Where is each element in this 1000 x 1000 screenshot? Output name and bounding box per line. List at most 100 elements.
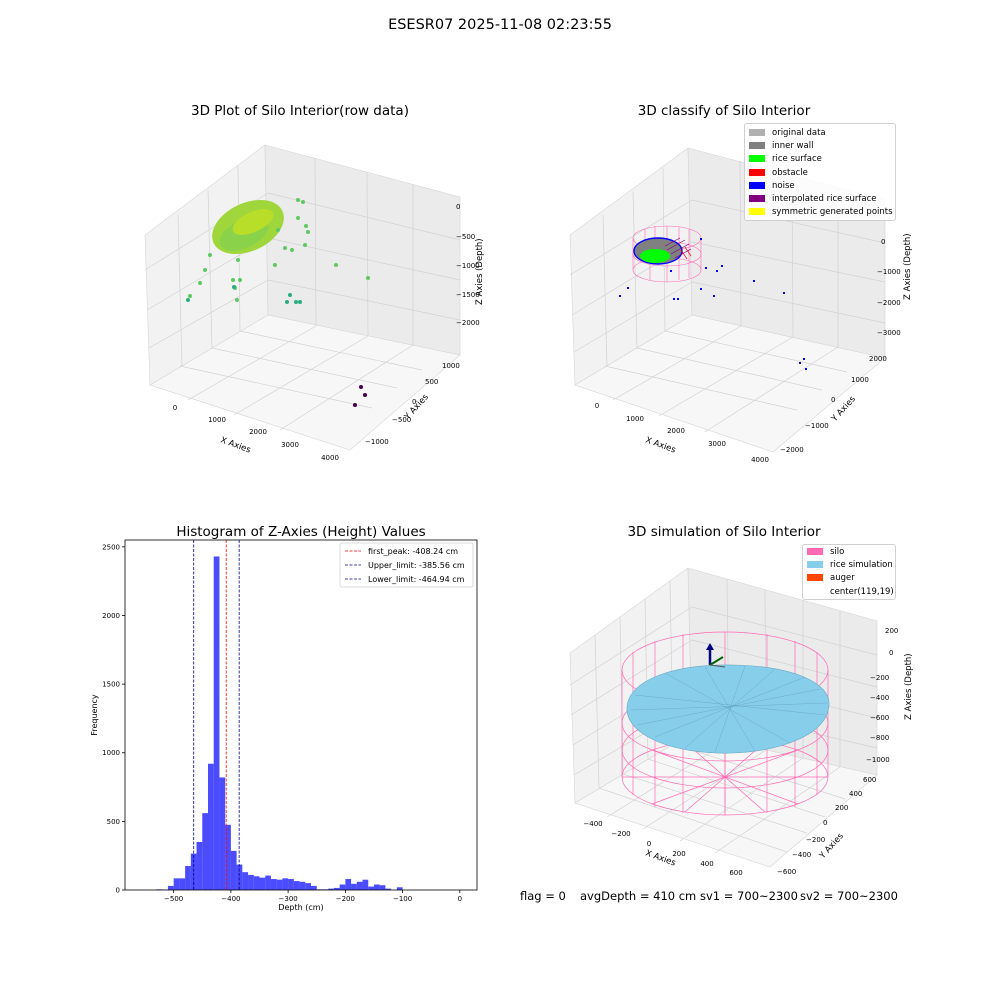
legend-swatch [749, 142, 765, 150]
histogram-bar [202, 813, 208, 890]
histogram-bar [248, 874, 254, 890]
panel2-title: 3D classify of Silo Interior [637, 103, 811, 119]
histogram-bar [299, 881, 306, 890]
status-bar: flag = 0 avgDepth = 410 cm sv1 = 700~230… [0, 889, 1000, 909]
panel2-y-tick: −2000 [780, 446, 804, 454]
panel1-y-tick: −500 [392, 416, 411, 424]
histogram-bar [230, 850, 237, 890]
panel2-x-tick: 4000 [751, 456, 769, 464]
legend-label-upper: Upper_limit: -385.56 cm [368, 561, 465, 570]
histogram-bar [265, 875, 271, 890]
panel4-tick-labels: −400 −200 0 200 400 600 −600 −400 −200 0… [583, 627, 898, 877]
panel1-x-tick: 3000 [281, 441, 299, 449]
panel2-x-tick: 0 [595, 402, 599, 410]
histogram-y-label: Frequency [90, 694, 99, 736]
panel4-z-tick: −400 [870, 694, 889, 702]
panel1-y-tick: 0 [412, 398, 416, 406]
histogram-bar [373, 884, 380, 890]
panel4-y-tick: −400 [792, 851, 811, 859]
histogram-x-ticks: −500 −400 −300 −200 −100 0 [164, 890, 462, 903]
panel4-3d-plot: −400 −200 0 200 400 600 −600 −400 −200 0… [569, 567, 914, 877]
panel1-z-tick: 0 [456, 203, 460, 211]
panel2-z-tick: −2000 [877, 299, 901, 307]
panel4-y-tick: 0 [823, 819, 827, 827]
histogram-bar [356, 881, 363, 890]
legend-swatch [807, 574, 823, 582]
histogram-y-tick-label: 1000 [102, 749, 120, 757]
panel4-z-tick: −800 [870, 734, 889, 742]
panel4-z-label: Z Axies (Depth) [904, 653, 914, 720]
panel2-floor-pane [574, 314, 886, 453]
legend-item-symmetric: symmetric generated points [749, 206, 893, 219]
legend-label: rice surface [772, 154, 822, 165]
panel4-z-tick: −1000 [866, 756, 890, 764]
panel1-z-tick: −1000 [456, 262, 480, 270]
histogram-x-tick-label: 0 [458, 895, 462, 903]
panel4-legend-items: silo rice simulation auger center(119,19… [807, 546, 894, 599]
panel1-floor-pane [149, 314, 461, 451]
legend-swatch [807, 548, 823, 555]
legend-label: silo [830, 547, 845, 557]
panel1-y-tick: 500 [425, 378, 438, 386]
legend-item-center: center(119,19) [807, 586, 894, 599]
histogram-bar [305, 883, 312, 890]
histogram-x-tick-label: −400 [221, 895, 240, 903]
legend-item-noise: noise [749, 180, 893, 193]
histogram-bar [345, 879, 352, 890]
panel2-legend-items: original data inner wall rice surface ob… [749, 127, 893, 219]
legend-item-auger: auger [807, 572, 894, 585]
panel2-y-tick: −1000 [805, 422, 829, 430]
panel4-legend: silo rice simulation auger center(119,19… [802, 544, 896, 600]
panel4-rice-simulation [626, 664, 830, 754]
legend-item-obstacle: obstacle [749, 167, 893, 180]
panel4-z-tick: 200 [885, 627, 898, 635]
histogram-y-tick-label: 2500 [102, 543, 120, 551]
histogram-bar [196, 841, 203, 890]
histogram-bar [328, 888, 334, 890]
histogram-x-tick-label: −100 [393, 895, 412, 903]
legend-item-interpolated: interpolated rice surface [749, 193, 893, 206]
panel4-x-tick: 200 [672, 850, 685, 858]
panel4-floor-pane [574, 732, 878, 868]
legend-swatch [749, 155, 765, 163]
panel1-deep-points [353, 385, 367, 407]
legend-label: center(119,19) [830, 586, 894, 597]
panel1-x-tick: 2000 [249, 428, 267, 436]
histogram-bar [368, 886, 374, 890]
panel1-z-label: Z Axies (Depth) [475, 238, 485, 305]
histogram-bar [190, 853, 197, 890]
panel3-title: Histogram of Z-Axies (Height) Values [176, 524, 426, 540]
panel1-y-tick: 1000 [442, 362, 460, 370]
panel2-z-label: Z Axies (Depth) [903, 233, 913, 300]
legend-label-lower: Lower_limit: -464.94 cm [368, 575, 465, 584]
histogram-bar [219, 777, 226, 890]
panel4-gridlines [569, 578, 878, 854]
panel1-z-tick: −2000 [456, 319, 480, 327]
panel1-z-tick: −500 [456, 233, 475, 241]
panel4-auger-marker [706, 643, 726, 668]
panel2-x-tick: 1000 [626, 415, 644, 423]
legend-swatch [749, 195, 765, 203]
panel2-rice-surface [640, 249, 670, 263]
panel2-x-tick: 3000 [708, 440, 726, 448]
histogram-bar [362, 879, 369, 890]
legend-label: inner wall [772, 141, 814, 152]
panel1-gridlines [144, 157, 461, 431]
histogram-bar [207, 763, 214, 890]
histogram-bar [173, 878, 180, 890]
panel2-tick-labels: 0 1000 2000 3000 4000 −2000 −1000 0 1000… [595, 238, 901, 464]
legend-item-rice-surface: rice surface [749, 153, 893, 166]
panel2-z-tick: −1000 [877, 268, 901, 276]
status-sv2: sv2 = 700~2300 [800, 889, 898, 903]
panel1-3d-plot: 0 1000 2000 3000 4000 −1000 −500 0 500 1… [144, 144, 485, 462]
histogram-bar [167, 885, 174, 890]
figure-title: ESESR07 2025-11-08 02:23:55 [388, 17, 612, 33]
panel4-y-tick: −600 [777, 868, 796, 876]
legend-swatch [749, 181, 765, 189]
histogram-bar [253, 876, 260, 890]
histogram-bar [225, 824, 231, 890]
panel4-x-tick: 0 [647, 840, 651, 848]
histogram-bar [185, 865, 191, 890]
legend-label: obstacle [772, 167, 808, 178]
legend-label: interpolated rice surface [772, 194, 877, 205]
